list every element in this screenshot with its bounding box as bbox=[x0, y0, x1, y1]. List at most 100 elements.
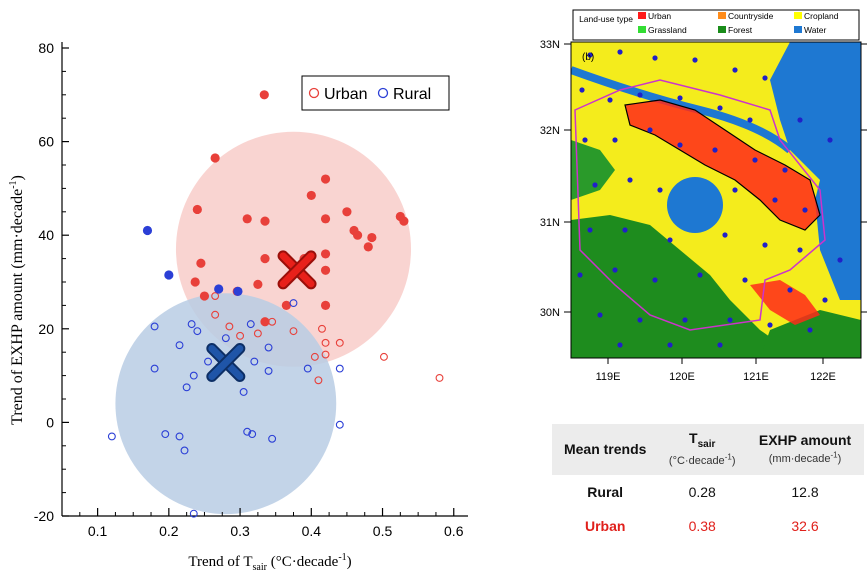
mean-markers bbox=[206, 250, 317, 382]
urban-filled-point bbox=[260, 216, 270, 226]
river bbox=[571, 66, 793, 154]
urban-filled-point bbox=[367, 232, 377, 243]
row-exhp: 12.8 bbox=[791, 484, 819, 501]
rural-open-point bbox=[180, 446, 189, 455]
mean-trends-table: Mean trends Tsair (°C·decade-1) EXHP amo… bbox=[552, 424, 864, 543]
rural-open-point bbox=[150, 322, 159, 331]
station-dot bbox=[667, 237, 673, 243]
rural-open-point bbox=[335, 364, 344, 373]
urban-filled-point bbox=[190, 277, 200, 287]
x-tick-label: 0.5 bbox=[373, 523, 393, 539]
row-name: Urban bbox=[584, 518, 626, 535]
station-dot bbox=[622, 227, 628, 233]
station-dot bbox=[727, 317, 733, 323]
map-legend-box bbox=[572, 9, 860, 41]
latitude-labels: 33N 32N 31N 30N bbox=[540, 39, 867, 319]
y-tick-label: 0 bbox=[46, 414, 54, 430]
urban-filled-point bbox=[253, 279, 263, 289]
rural-open-point bbox=[193, 327, 202, 336]
urban-filled-point bbox=[242, 214, 252, 224]
urban-open-point bbox=[335, 338, 344, 347]
station-dot bbox=[752, 157, 758, 163]
legend-label: Countryside bbox=[728, 11, 774, 21]
header-tsair: Tsair (°C·decade-1) bbox=[658, 424, 747, 476]
station-dot bbox=[787, 287, 793, 293]
station-dot bbox=[732, 187, 738, 193]
mean-marker-fill bbox=[279, 252, 315, 288]
rural-open-point bbox=[303, 364, 312, 373]
lon-label: 120E bbox=[669, 371, 695, 383]
urban-boundary bbox=[624, 99, 821, 231]
station-dot bbox=[827, 137, 833, 143]
legend: Urban Rural bbox=[301, 75, 450, 111]
station-dot bbox=[732, 67, 738, 73]
urban-open-point bbox=[211, 310, 220, 319]
urban-filled-point bbox=[281, 300, 291, 310]
legend-urban-label: Urban bbox=[324, 86, 368, 103]
row-tsair: 0.38 bbox=[688, 518, 716, 535]
map-legend: Land-use type Urban Countryside Cropland Gr… bbox=[572, 9, 860, 41]
scatter-chart: -20 0 20 40 60 80 0.1 0.2 0.3 0.4 0.5 0.6 Urban Rur… bbox=[8, 40, 468, 571]
rural-open-point bbox=[246, 320, 255, 329]
longitude-labels: 119E 120E 121E 122E bbox=[596, 358, 836, 383]
legend-swatch bbox=[794, 12, 802, 19]
station-dot bbox=[717, 105, 723, 111]
station-dot bbox=[587, 227, 593, 233]
axes: -20 0 20 40 60 80 0.1 0.2 0.3 0.4 0.5 0.6 bbox=[34, 40, 468, 539]
station-dot bbox=[582, 137, 588, 143]
legend-urban-marker bbox=[308, 87, 320, 99]
map-area bbox=[571, 42, 861, 358]
station-dot bbox=[577, 272, 583, 278]
region-boundary bbox=[574, 79, 826, 331]
legend-swatch bbox=[718, 26, 726, 33]
rural-open-point bbox=[161, 430, 170, 439]
urban-open-point bbox=[211, 292, 220, 300]
station-dot bbox=[579, 87, 585, 93]
station-dot bbox=[612, 267, 618, 273]
rural-open-point bbox=[335, 420, 344, 429]
lat-label: 33N bbox=[540, 39, 560, 51]
urban-filled-point bbox=[199, 291, 210, 301]
urban-filled-point bbox=[399, 216, 409, 226]
station-dots bbox=[577, 49, 843, 348]
urban-filled-point bbox=[320, 249, 331, 259]
legend-swatch bbox=[794, 26, 802, 33]
forest-southeast bbox=[760, 310, 861, 358]
rural-open-point bbox=[289, 299, 298, 308]
urban-filled-point bbox=[259, 90, 269, 100]
station-dot bbox=[677, 95, 683, 101]
rural-open-point bbox=[189, 509, 198, 518]
station-dot bbox=[652, 55, 658, 61]
rural-filled-point bbox=[164, 270, 174, 280]
station-dot bbox=[762, 242, 768, 248]
station-dot bbox=[767, 322, 773, 328]
rural-open-point bbox=[182, 383, 191, 392]
lon-label: 122E bbox=[810, 371, 836, 383]
station-dot bbox=[742, 277, 748, 283]
station-dot bbox=[652, 277, 658, 283]
urban-filled-point bbox=[196, 258, 206, 268]
rural-cluster-circle bbox=[115, 293, 337, 515]
mean-marker-fill bbox=[208, 344, 244, 380]
urban-filled-point bbox=[363, 242, 373, 252]
station-dot bbox=[807, 327, 813, 333]
urban-filled-point bbox=[210, 153, 220, 163]
lat-label: 30N bbox=[540, 307, 560, 319]
urban-open-point bbox=[321, 338, 330, 347]
legend-label: Grassland bbox=[648, 25, 687, 35]
urban-filled-point bbox=[320, 214, 331, 224]
cluster-circles bbox=[115, 131, 412, 515]
rural-open-point bbox=[221, 334, 230, 343]
legend-label: Forest bbox=[728, 25, 753, 35]
station-dot bbox=[747, 117, 753, 123]
urban-open-point bbox=[321, 350, 330, 359]
y-axis-label: Trend of EXHP amount (mm·decade-1) bbox=[8, 175, 26, 425]
urban-open-point bbox=[253, 329, 262, 338]
station-dot bbox=[772, 197, 778, 203]
station-dot bbox=[697, 272, 703, 278]
header-mean-trends: Mean trends bbox=[552, 424, 659, 476]
rural-open-point bbox=[264, 366, 273, 375]
rural-mean-marker bbox=[206, 342, 246, 382]
rural-filled-point bbox=[142, 225, 153, 236]
urban-filled-point bbox=[260, 317, 270, 327]
